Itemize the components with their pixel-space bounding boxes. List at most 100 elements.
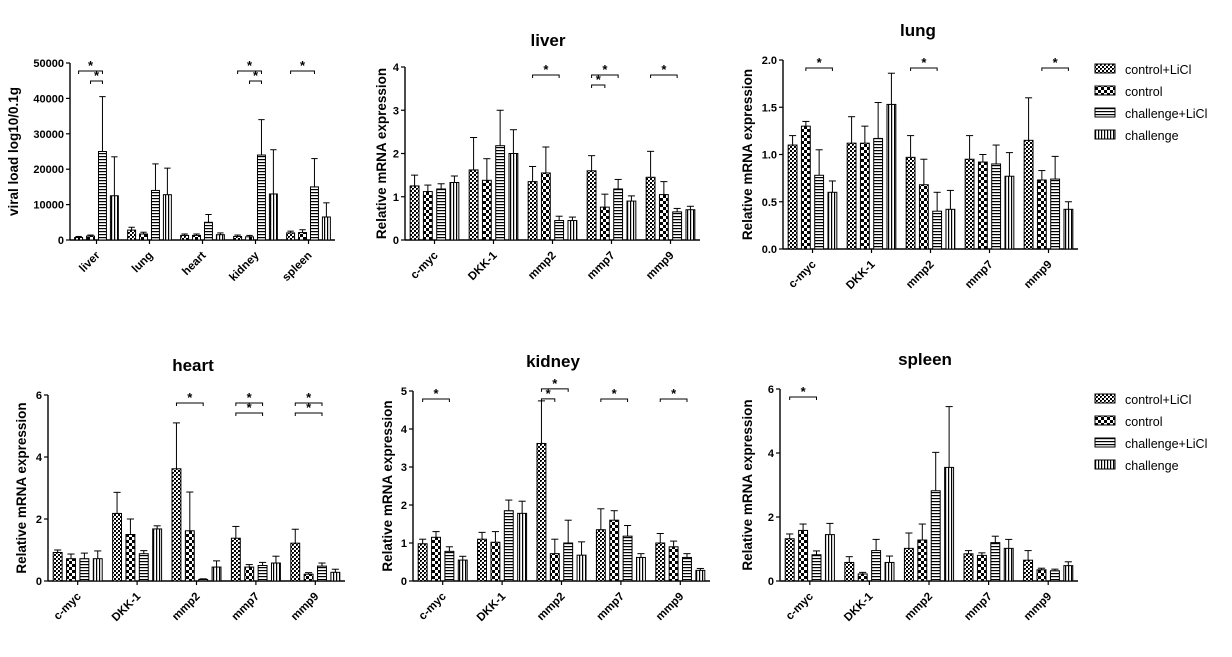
bar-challenge-licl [444,550,455,582]
legend-swatch [1094,63,1116,74]
legend-swatch [1094,107,1116,118]
significance-bracket [540,388,569,392]
significance-bracket [1041,67,1069,71]
bar-challenge-licl [554,220,565,241]
significance-star: * [602,62,608,77]
y-tick-label: 1 [401,538,407,550]
bar-control [800,125,811,250]
bar-control [668,546,679,582]
y-tick-label: 4 [393,62,400,74]
bar-control-licl [844,561,855,582]
bar-challenge-licl [495,145,506,241]
x-category-label: lung [130,250,156,276]
bar-control [549,553,560,582]
bar-challenge [685,209,696,241]
bar-challenge-licl [317,565,327,582]
bar-control-licl [963,553,974,582]
significance-bracket [532,74,560,78]
bar-control [303,573,314,582]
x-category-label: c-myc [417,590,449,622]
x-category-label: mmp9 [289,591,321,623]
y-axis-label: Relative mRNA expression [740,69,755,240]
bar-challenge [635,556,646,582]
x-category-label: DKK-1 [466,249,500,283]
bar-challenge-licl [991,163,1002,250]
y-tick-label: 0 [401,576,407,588]
x-category-label: DKK-1 [110,590,144,624]
significance-star: * [671,386,677,401]
bar-challenge [1003,547,1014,582]
bar-challenge-licl [79,558,90,582]
legend-label: control+LiCl [1125,393,1191,407]
bar-control [125,534,136,582]
x-category-label: mmp2 [535,591,567,623]
y-tick-label: 6 [36,390,42,402]
bar-challenge-licl [811,554,822,582]
y-tick-label: 0 [393,235,399,247]
bar-control [481,179,492,241]
chart-spleen: spleen Relative mRNA expression 0 2 4 6 c-myc D… [740,350,1078,624]
y-axis-label: Relative mRNA expression [380,400,395,571]
bar-control [798,529,809,582]
bar-challenge-licl [257,565,268,582]
x-category-label: spleen [280,250,314,284]
bar-control-licl [655,542,666,582]
bar-control-licl [180,234,190,241]
legend-label: challenge [1125,129,1179,143]
y-tick-label: 50000 [33,58,64,70]
bar-control [66,558,76,582]
x-category-label: heart [180,250,208,278]
y-tick-label: 2.0 [762,55,777,67]
significance-bracket [805,67,833,71]
bar-control-licl [645,176,656,241]
bar-challenge [449,181,460,241]
significance-star: * [187,390,193,405]
legend-label: control [1125,85,1163,99]
y-tick-label: 2 [401,500,407,512]
bar-challenge [1004,175,1015,250]
bar-control [599,206,610,241]
legend-swatch [1094,129,1116,140]
x-category-label: mmp2 [170,591,202,623]
chart-title: heart [172,356,214,375]
significance-bracket [600,398,629,402]
bar-challenge-licl [682,556,692,582]
significance-bracket [175,402,204,406]
y-tick-label: 3 [401,462,407,474]
significance-bracket [237,70,262,74]
bar-challenge [270,562,281,582]
bar-challenge-licl [436,188,447,241]
chart-kidney: kidney Relative mRNA expression 0 1 2 3 4 5 c-my… [380,352,710,624]
bar-challenge [1063,565,1074,582]
bar-control [490,541,501,582]
x-category-label: liver [77,249,103,275]
y-axis-label: Relative mRNA expression [374,68,389,239]
bar-challenge [162,194,172,241]
bar-challenge [215,234,225,241]
bar-challenge [211,566,222,582]
x-category-label: DKK-1 [842,590,876,624]
bar-control [917,539,928,582]
significance-star: * [546,386,552,401]
x-category-label: mmp2 [904,259,936,291]
bar-control-licl [477,538,488,582]
y-tick-label: 0.0 [762,244,777,256]
bar-challenge-licl [871,550,882,582]
bar-challenge [330,571,341,582]
y-tick-label: 0 [768,576,774,588]
x-category-label: kidney [227,249,262,284]
chart-title: spleen [898,350,952,369]
bar-control-licl [527,181,538,241]
significance-star: * [306,400,312,415]
y-tick-label: 5 [401,386,407,398]
significance-star: * [433,386,439,401]
significance-star: * [247,58,253,73]
y-tick-label: 30000 [33,129,64,141]
chart-heart: heart Relative mRNA expression 0 2 4 6 c-myc DK… [14,356,345,624]
y-tick-label: 4 [401,424,408,436]
x-category-label: DKK-1 [475,590,509,624]
x-category-label: mmp7 [962,591,994,623]
bar-control-licl [1023,559,1034,582]
y-axis-label: Relative mRNA expression [740,399,755,570]
bar-challenge [626,200,637,241]
